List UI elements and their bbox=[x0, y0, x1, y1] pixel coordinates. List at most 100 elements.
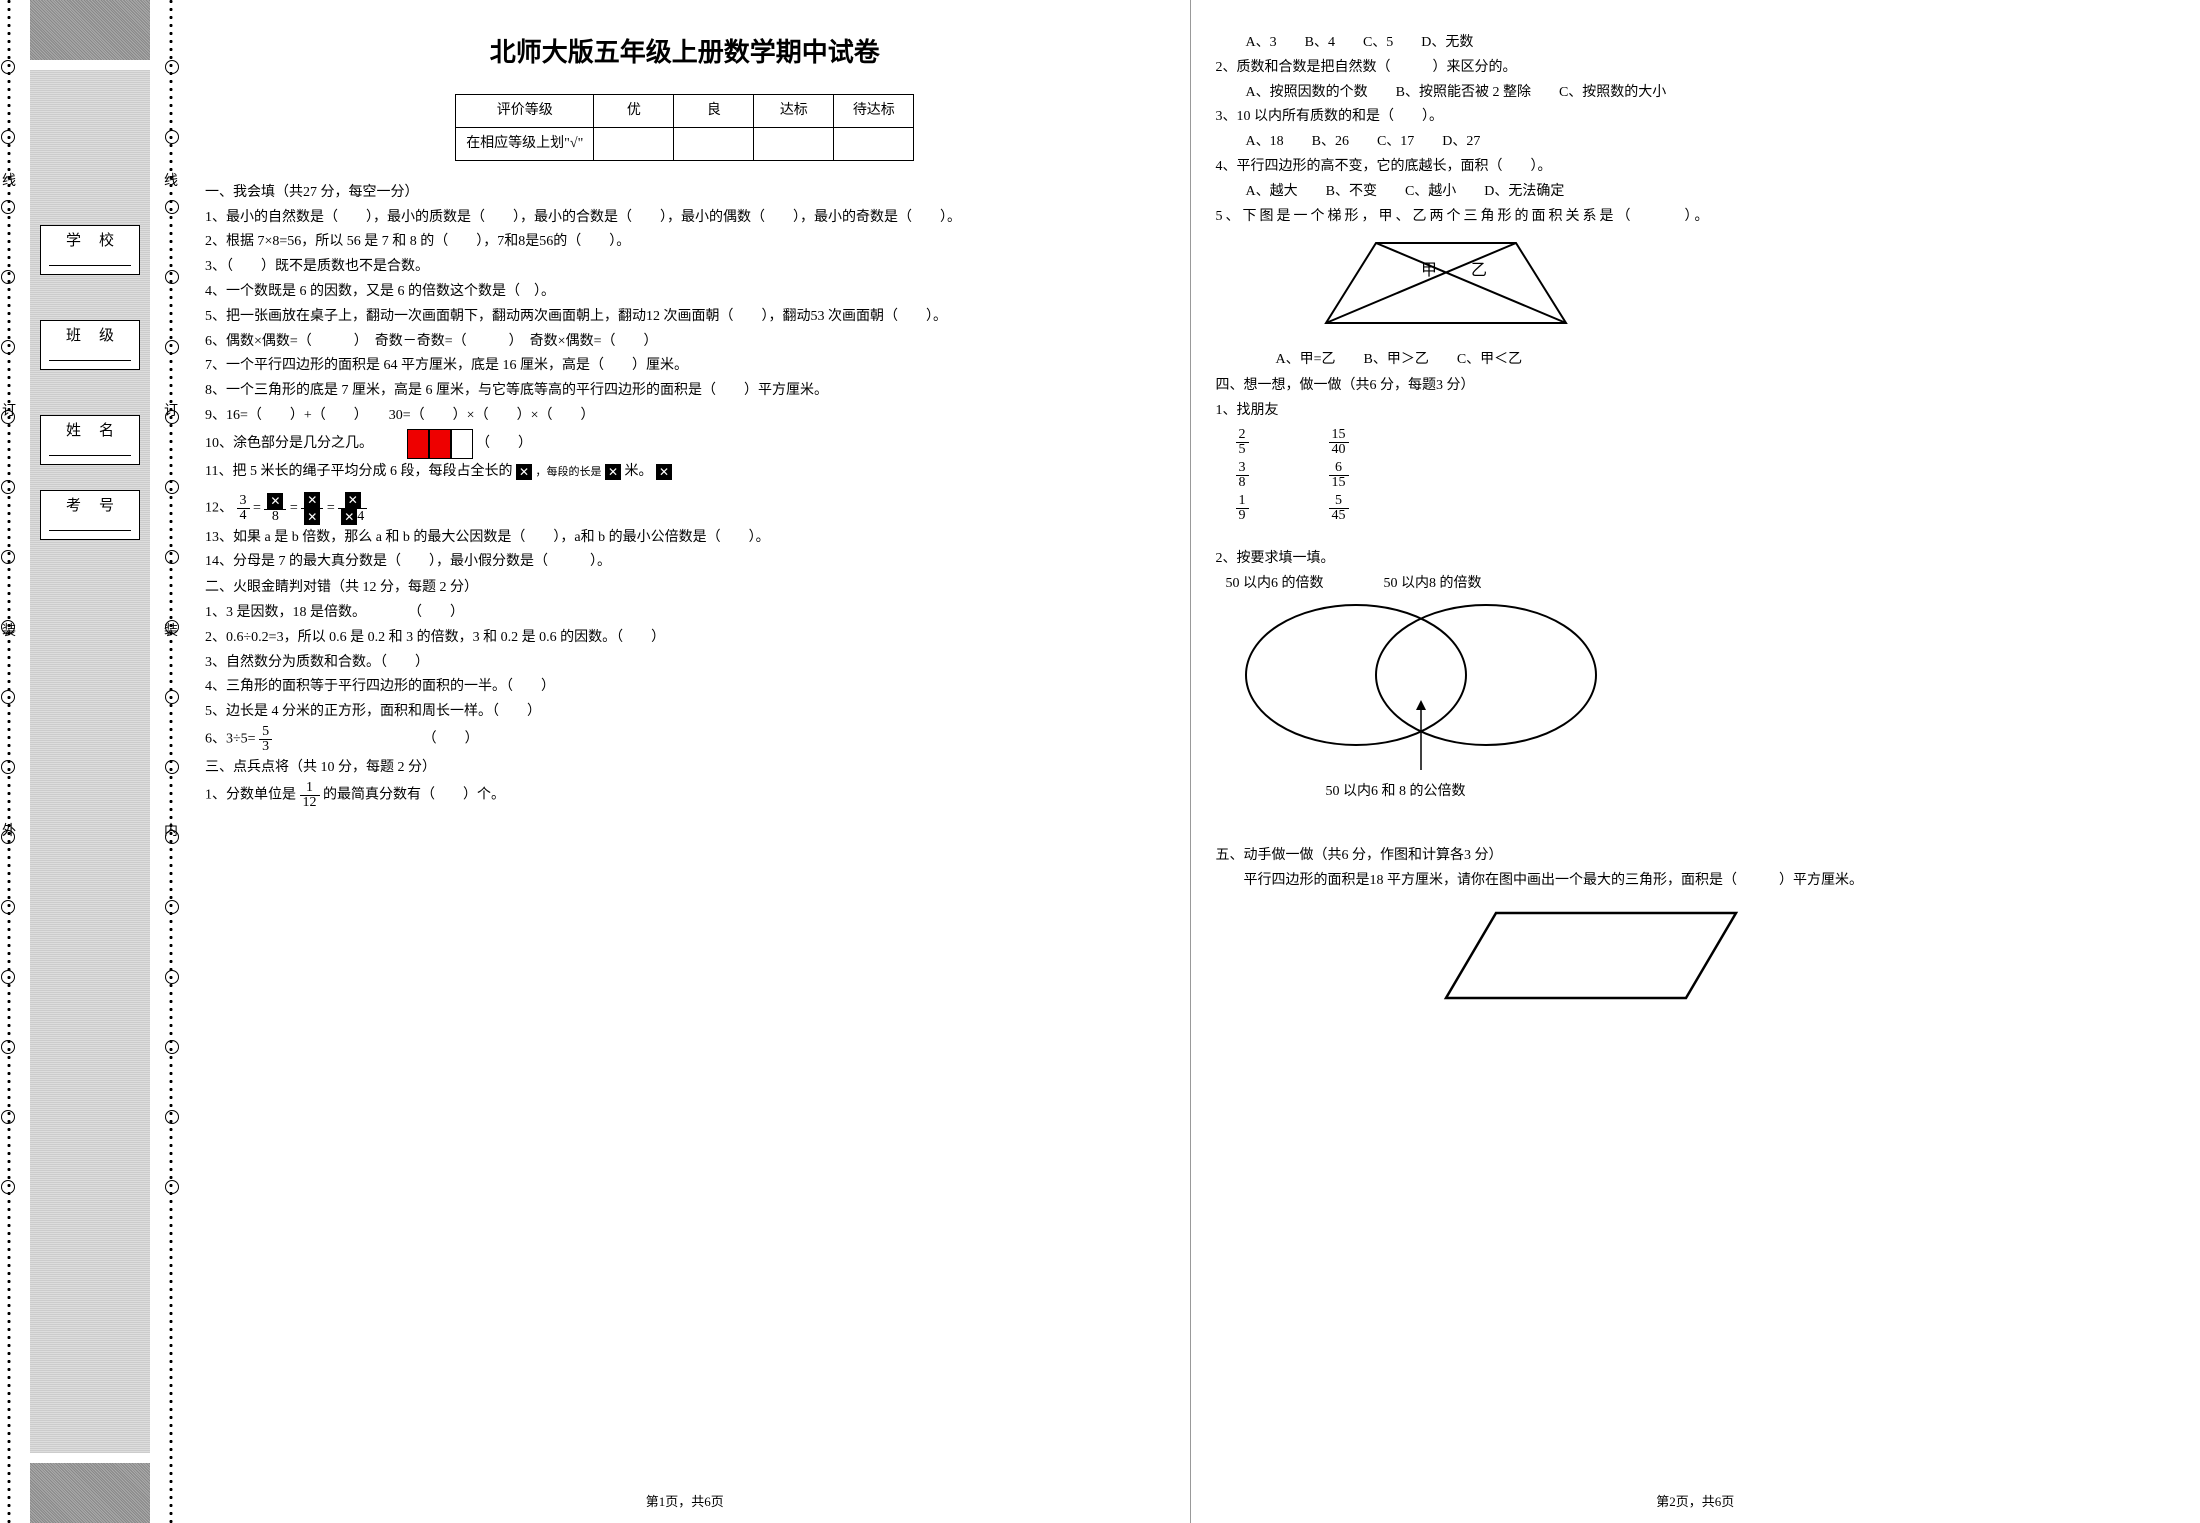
binding-char: 装 bbox=[164, 620, 178, 640]
binding-circle-icon bbox=[165, 200, 179, 214]
fraction: 25 bbox=[1236, 428, 1249, 457]
binding-char: 订 bbox=[164, 400, 178, 420]
grade-header-cell: 待达标 bbox=[834, 95, 914, 128]
pages-container: 北师大版五年级上册数学期中试卷 评价等级优良达标待达标 在相应等级上划"√" 一… bbox=[180, 0, 2200, 1523]
s3-q2: 2、质数和合数是把自然数（ ）来区分的。 bbox=[1216, 56, 2176, 80]
fraction: 615 bbox=[1329, 461, 1349, 490]
blank-box-icon: ✕ bbox=[605, 464, 621, 480]
info-box-班级: 班级 bbox=[40, 320, 140, 370]
blank-box-icon: ✕ bbox=[656, 464, 672, 480]
s2-q2: 2、0.6÷0.2=3，所以 0.6 是 0.2 和 3 的倍数，3 和 0.2… bbox=[205, 626, 1165, 650]
venn-labels-top: 50 以内6 的倍数 50 以内8 的倍数 bbox=[1216, 572, 2176, 596]
binding-circle-icon bbox=[165, 1180, 179, 1194]
binding-char: 线 bbox=[2, 170, 16, 190]
page-1: 北师大版五年级上册数学期中试卷 评价等级优良达标待达标 在相应等级上划"√" 一… bbox=[180, 0, 1191, 1523]
section-1-head: 一、我会填（共27 分，每空一分） bbox=[205, 181, 1165, 205]
s1-q10: 10、涂色部分是几分之几。 （ ） bbox=[205, 429, 1165, 459]
svg-text:乙: 乙 bbox=[1471, 262, 1487, 279]
s4-q2: 2、按要求填一填。 bbox=[1216, 547, 2176, 571]
s1-q3: 3、（ ）既不是质数也不是合数。 bbox=[205, 255, 1165, 279]
venn-label-bottom: 50 以内6 和 8 的公倍数 bbox=[1216, 780, 2176, 804]
grade-row2-label: 在相应等级上划"√" bbox=[456, 127, 594, 160]
grade-header-cell: 达标 bbox=[754, 95, 834, 128]
fraction-matching: 25 38 19 1540 615 545 bbox=[1216, 424, 2176, 527]
s1-q2: 2、根据 7×8=56，所以 56 是 7 和 8 的（ ），7和8是56的（ … bbox=[205, 230, 1165, 254]
s1-q9: 9、16=（ ）+（ ） 30=（ ）×（ ）×（ ） bbox=[205, 404, 1165, 428]
info-box-学校: 学校 bbox=[40, 225, 140, 275]
red-box-icon bbox=[429, 429, 451, 459]
s1-q13: 13、如果 a 是 b 倍数，那么 a 和 b 的最大公因数是（ ），a和 b … bbox=[205, 526, 1165, 550]
binding-circle-icon bbox=[165, 760, 179, 774]
s1-q8: 8、一个三角形的底是 7 厘米，高是 6 厘米，与它等底等高的平行四边形的面积是… bbox=[205, 379, 1165, 403]
info-box-姓名: 姓名 bbox=[40, 415, 140, 465]
s2-q1: 1、3 是因数，18 是倍数。 （ ） bbox=[205, 601, 1165, 625]
binding-char: 线 bbox=[164, 170, 178, 190]
footer-page-2: 第2页，共6页 bbox=[1191, 1491, 2200, 1513]
binding-circle-icon bbox=[165, 480, 179, 494]
s3-q5: 5、下图是一个梯形，甲、乙两个三角形的面积关系是（ ）。 bbox=[1216, 205, 2176, 229]
s2-q3: 3、自然数分为质数和合数。（ ） bbox=[205, 651, 1165, 675]
svg-text:甲: 甲 bbox=[1421, 262, 1437, 279]
binding-char: 装 bbox=[2, 620, 16, 640]
trapezoid-figure: 甲 乙 bbox=[1316, 233, 1576, 343]
binding-circle-icon bbox=[165, 60, 179, 74]
s1-q1: 1、最小的自然数是（ ），最小的质数是（ ），最小的合数是（ ），最小的偶数（ … bbox=[205, 206, 1165, 230]
s4-q1: 1、找朋友 bbox=[1216, 399, 2176, 423]
s3-opts1: A、3 B、4 C、5 D、无数 bbox=[1216, 31, 2176, 55]
binding-circle-icon bbox=[165, 970, 179, 984]
binding-circle-icon bbox=[165, 270, 179, 284]
s1-q7: 7、一个平行四边形的面积是 64 平方厘米，底是 16 厘米，高是（ ）厘米。 bbox=[205, 354, 1165, 378]
binding-circle-icon bbox=[165, 690, 179, 704]
section-2-head: 二、火眼金睛判对错（共 12 分，每题 2 分） bbox=[205, 576, 1165, 600]
binding-circle-icon bbox=[165, 1110, 179, 1124]
strip-center: 学校班级姓名考号 bbox=[30, 0, 150, 1523]
parallelogram-figure bbox=[1436, 903, 1756, 1013]
s3-q3: 3、10 以内所有质数的和是（ ）。 bbox=[1216, 105, 2176, 129]
s1-q4: 4、一个数既是 6 的因数，又是 6 的倍数这个数是（ ）。 bbox=[205, 280, 1165, 304]
blank-box-icon: ✕ bbox=[516, 464, 532, 480]
grade-header-cell: 评价等级 bbox=[456, 95, 594, 128]
binding-circle-icon bbox=[165, 130, 179, 144]
s1-q11: 11、把 5 米长的绳子平均分成 6 段，每段占全长的 ✕ ，每段的长是 ✕ 米… bbox=[205, 460, 1165, 484]
s2-q5: 5、边长是 4 分米的正方形，面积和周长一样。（ ） bbox=[205, 700, 1165, 724]
page-2: A、3 B、4 C、5 D、无数 2、质数和合数是把自然数（ ）来区分的。 A、… bbox=[1191, 0, 2200, 1523]
fraction: 1540 bbox=[1329, 428, 1349, 457]
exam-title: 北师大版五年级上册数学期中试卷 bbox=[205, 30, 1165, 74]
fraction: 19 bbox=[1236, 494, 1249, 523]
s2-q4: 4、三角形的面积等于平行四边形的面积的一半。（ ） bbox=[205, 675, 1165, 699]
grade-table: 评价等级优良达标待达标 在相应等级上划"√" bbox=[455, 94, 914, 161]
s5-q: 平行四边形的面积是18 平方厘米，请你在图中画出一个最大的三角形，面积是（ ）平… bbox=[1216, 869, 2176, 893]
binding-circle-icon bbox=[165, 340, 179, 354]
s3-opts3: A、18 B、26 C、17 D、27 bbox=[1216, 130, 2176, 154]
fraction: 38 bbox=[1236, 461, 1249, 490]
footer-page-1: 第1页，共6页 bbox=[180, 1491, 1190, 1513]
s1-q5: 5、把一张画放在桌子上，翻动一次画面朝下，翻动两次画面朝上，翻动12 次画面朝（… bbox=[205, 305, 1165, 329]
s2-q6: 6、3÷5= 53 （ ） bbox=[205, 725, 1165, 754]
red-box-icon bbox=[407, 429, 429, 459]
binding-strip: 学校班级姓名考号 线订装外 线订装内 bbox=[0, 0, 180, 1523]
circle-column-right bbox=[164, 0, 180, 1523]
grade-header-cell: 良 bbox=[674, 95, 754, 128]
dots-left bbox=[0, 0, 18, 1523]
s3-q1: 1、分数单位是 112 的最简真分数有（ ）个。 bbox=[205, 781, 1165, 810]
binding-char: 内 bbox=[164, 820, 178, 840]
s1-q6: 6、偶数×偶数=（ ） 奇数－奇数=（ ） 奇数×偶数=（ ） bbox=[205, 330, 1165, 354]
s3-opts5: A、甲=乙 B、甲＞乙 C、甲＜乙 bbox=[1216, 348, 2176, 372]
s1-q14: 14、分母是 7 的最大真分数是（ ），最小假分数是（ ）。 bbox=[205, 550, 1165, 574]
s3-opts4: A、越大 B、不变 C、越小 D、无法确定 bbox=[1216, 180, 2176, 204]
fraction: 545 bbox=[1329, 494, 1349, 523]
binding-circle-icon bbox=[165, 550, 179, 564]
grade-header-cell: 优 bbox=[594, 95, 674, 128]
venn-diagram bbox=[1226, 595, 1606, 795]
binding-circle-icon bbox=[165, 1040, 179, 1054]
binding-char: 外 bbox=[2, 820, 16, 840]
s3-opts2: A、按照因数的个数 B、按照能否被 2 整除 C、按照数的大小 bbox=[1216, 81, 2176, 105]
section-4-head: 四、想一想，做一做（共6 分，每题3 分） bbox=[1216, 374, 2176, 398]
binding-char: 订 bbox=[2, 400, 16, 420]
info-box-考号: 考号 bbox=[40, 490, 140, 540]
s1-q12: 12、 34 = ✕8 = ✕✕ = ✕✕4 bbox=[205, 492, 1165, 525]
section-5-head: 五、动手做一做（共6 分，作图和计算各3 分） bbox=[1216, 844, 2176, 868]
s3-q4: 4、平行四边形的高不变，它的底越长，面积（ ）。 bbox=[1216, 155, 2176, 179]
section-3-head: 三、点兵点将（共 10 分，每题 2 分） bbox=[205, 756, 1165, 780]
binding-circle-icon bbox=[165, 900, 179, 914]
